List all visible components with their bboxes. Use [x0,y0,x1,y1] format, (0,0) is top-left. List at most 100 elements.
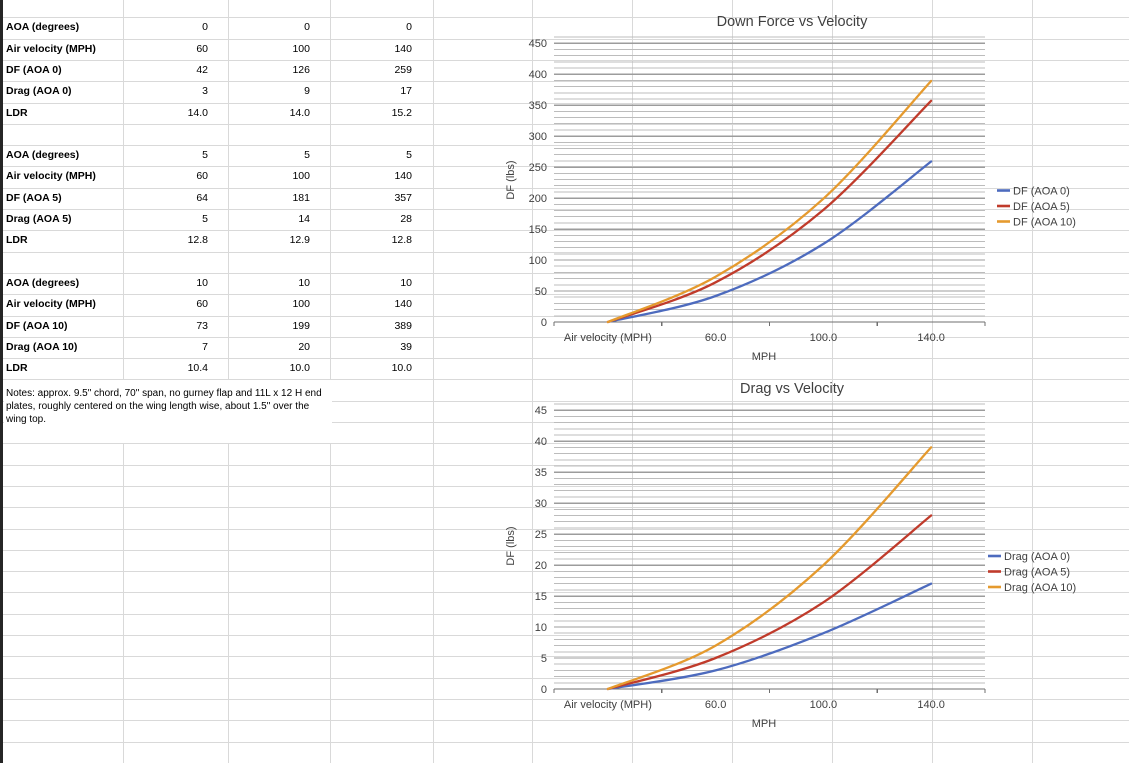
value-cell[interactable]: 20 [298,340,310,353]
row-label-cell[interactable]: DF (AOA 10) [6,319,68,332]
table-row: Drag (AOA 10) 7 20 39 [0,337,460,358]
value-cell[interactable]: 100 [292,42,310,55]
table-row: LDR 10.4 10.0 10.0 [0,358,460,379]
x-category-label: 100.0 [810,699,838,711]
value-cell[interactable]: 60 [196,170,208,183]
value-cell[interactable]: 12.8 [187,234,208,247]
value-cell[interactable]: 10 [298,276,310,289]
y-tick-label: 50 [535,286,547,298]
value-cell[interactable]: 10 [400,276,412,289]
y-tick-label: 5 [541,653,547,665]
y-tick-label: 150 [529,224,547,236]
value-cell[interactable]: 140 [394,170,412,183]
value-cell[interactable]: 73 [196,319,208,332]
row-label-cell[interactable]: Air velocity (MPH) [6,170,96,183]
chart-drag[interactable]: 0 5 10 15 20 25 30 35 40 45 Air velocity (MPH) 60.0… [505,381,1076,730]
y-tick-label: 300 [529,131,547,143]
row-label-cell[interactable]: AOA (degrees) [6,149,80,162]
row-gridline [0,251,1129,253]
row-label-cell[interactable]: DF (AOA 0) [6,63,62,76]
row-label-cell[interactable]: LDR [6,106,28,119]
chart-down-force[interactable]: 0 50 100 150 200 250 300 350 400 450 Air velocity … [505,14,1076,363]
value-cell[interactable]: 389 [394,319,412,332]
x-axis-title: MPH [752,718,777,730]
value-cell[interactable]: 17 [400,85,412,98]
row-label-cell[interactable]: Drag (AOA 0) [6,85,72,98]
value-cell[interactable]: 10.0 [289,362,310,375]
value-cell[interactable]: 140 [394,298,412,311]
value-cell[interactable]: 126 [292,63,310,76]
value-cell[interactable]: 42 [196,63,208,76]
row-label-cell[interactable]: AOA (degrees) [6,276,80,289]
y-tick-label: 10 [535,622,547,634]
value-cell[interactable]: 259 [394,63,412,76]
legend-label: DF (AOA 0) [1013,185,1070,197]
value-cell[interactable]: 60 [196,42,208,55]
x-category-label: 100.0 [810,332,838,344]
value-cell[interactable]: 60 [196,298,208,311]
column-gridline [532,0,533,763]
value-cell[interactable]: 39 [400,340,412,353]
value-cell[interactable]: 14.0 [187,106,208,119]
value-cell[interactable]: 5 [202,213,208,225]
value-cell[interactable]: 9 [304,85,310,98]
row-label-cell[interactable]: Drag (AOA 10) [6,340,78,353]
value-cell[interactable]: 0 [304,21,310,34]
value-cell[interactable]: 140 [394,42,412,55]
value-cell[interactable]: 10.4 [187,362,208,375]
value-cell[interactable]: 7 [202,340,208,353]
row-label-cell[interactable]: Air velocity (MPH) [6,42,96,55]
table-row: DF (AOA 0) 42 126 259 [0,60,460,81]
table-row: Drag (AOA 0) 3 9 17 [0,81,460,102]
value-cell[interactable]: 5 [202,149,208,162]
value-cell[interactable]: 3 [202,85,208,98]
value-cell[interactable]: 12.8 [391,234,412,247]
value-cell[interactable]: 199 [292,319,310,332]
series-line-drag-aoa-5- [606,514,933,691]
value-cell[interactable]: 0 [406,21,412,34]
value-cell[interactable]: 100 [292,298,310,311]
value-cell[interactable]: 14.0 [289,106,310,119]
chart-title: Drag vs Velocity [740,381,845,397]
row-gridline [0,528,1129,530]
series-line-drag-aoa-10- [606,446,933,691]
value-cell[interactable]: 181 [292,191,310,204]
table-row: DF (AOA 5) 64 181 357 [0,188,460,209]
row-label-cell[interactable]: LDR [6,234,28,247]
value-cell[interactable]: 10 [196,276,208,289]
row-label-cell[interactable]: AOA (degrees) [6,21,80,34]
row-gridline [0,443,1129,445]
chart-legend: DF (AOA 0) DF (AOA 5) DF (AOA 10) [997,185,1076,228]
value-cell[interactable]: 28 [400,213,412,225]
value-cell[interactable]: 12.9 [289,234,310,247]
table-row: Air velocity (MPH) 60 100 140 [0,39,460,60]
value-cell[interactable]: 5 [406,149,412,162]
value-cell[interactable]: 5 [304,149,310,162]
table-row: AOA (degrees) 5 5 5 [0,145,460,166]
y-axis-title: DF (lbs) [505,526,517,565]
x-axis [553,688,986,693]
row-label-cell[interactable]: LDR [6,362,28,375]
column-gridline [1032,0,1033,763]
row-label-cell[interactable]: DF (AOA 5) [6,191,62,204]
row-label-cell[interactable]: Drag (AOA 5) [6,213,72,225]
value-cell[interactable]: 10.0 [391,362,412,375]
column-gridline [732,0,733,763]
y-tick-label: 30 [535,498,547,510]
row-gridline [0,549,1129,551]
value-cell[interactable]: 0 [202,21,208,34]
value-cell[interactable]: 14 [298,213,310,225]
value-cell[interactable]: 357 [394,191,412,204]
value-cell[interactable]: 15.2 [391,106,412,119]
x-axis [553,321,986,326]
y-gridlines [554,36,985,317]
notes-cell[interactable]: Notes: approx. 9.5" chord, 70" span, no … [4,380,332,443]
row-label-cell[interactable]: Air velocity (MPH) [6,298,96,311]
value-cell[interactable]: 100 [292,170,310,183]
y-tick-label: 350 [529,100,547,112]
chart-title: Down Force vs Velocity [717,14,868,30]
value-cell[interactable]: 64 [196,191,208,204]
series-line-df-aoa-10- [606,79,933,324]
x-category-label: Air velocity (MPH) [564,699,652,711]
y-tick-label: 0 [541,317,547,329]
